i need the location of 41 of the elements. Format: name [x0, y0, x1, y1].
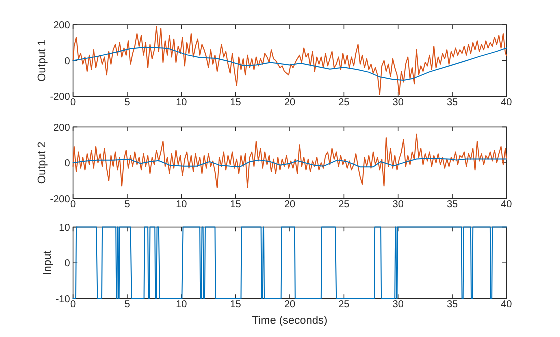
x-tick-label: 20	[284, 300, 296, 311]
y-tick-label: 10	[59, 222, 71, 234]
y-axis-title: Input	[42, 250, 54, 276]
x-tick-label: 40	[501, 97, 513, 108]
line-series	[72, 47, 508, 81]
y-tick-label: 200	[54, 20, 71, 32]
y-tick-label: 200	[54, 122, 71, 134]
x-tick-label: 25	[338, 97, 350, 108]
x-tick-label: 15	[230, 300, 242, 311]
x-tick-label: 10	[176, 200, 188, 211]
y-tick-label: -200	[50, 194, 71, 206]
line-series	[72, 134, 508, 189]
x-tick-label: 35	[446, 200, 459, 211]
x-tick-label: 5	[124, 97, 131, 108]
y-axis-title: Output 2	[36, 142, 48, 184]
x-tick-label: 15	[230, 97, 242, 108]
x-tick-label: 20	[284, 97, 296, 108]
y-axis-title: Output 1	[36, 40, 48, 82]
line-series	[72, 26, 508, 96]
x-tick-label: 5	[124, 300, 131, 311]
x-tick-label: 25	[338, 300, 350, 311]
y-tick-label: 0	[64, 158, 71, 170]
x-tick-label: 10	[176, 300, 188, 311]
x-tick-label: 30	[392, 200, 404, 211]
x-tick-label: 35	[446, 300, 459, 311]
x-tick-label: 30	[392, 97, 404, 108]
y-tick-label: -10	[56, 294, 71, 306]
x-tick-label: 15	[230, 200, 242, 211]
x-tick-label: 25	[338, 200, 350, 211]
x-tick-label: 35	[446, 97, 459, 108]
x-tick-label: 5	[124, 200, 131, 211]
y-tick-label: 0	[64, 56, 71, 68]
y-tick-label: 0	[64, 258, 71, 270]
x-tick-label: 40	[501, 200, 513, 211]
y-tick-label: -200	[50, 92, 71, 104]
line-series	[72, 158, 508, 168]
x-tick-label: 30	[392, 300, 404, 311]
x-tick-label: 40	[501, 300, 513, 311]
x-axis-title: Time (seconds)	[252, 314, 328, 327]
x-tick-label: 10	[176, 97, 188, 108]
x-tick-label: 20	[284, 200, 296, 211]
